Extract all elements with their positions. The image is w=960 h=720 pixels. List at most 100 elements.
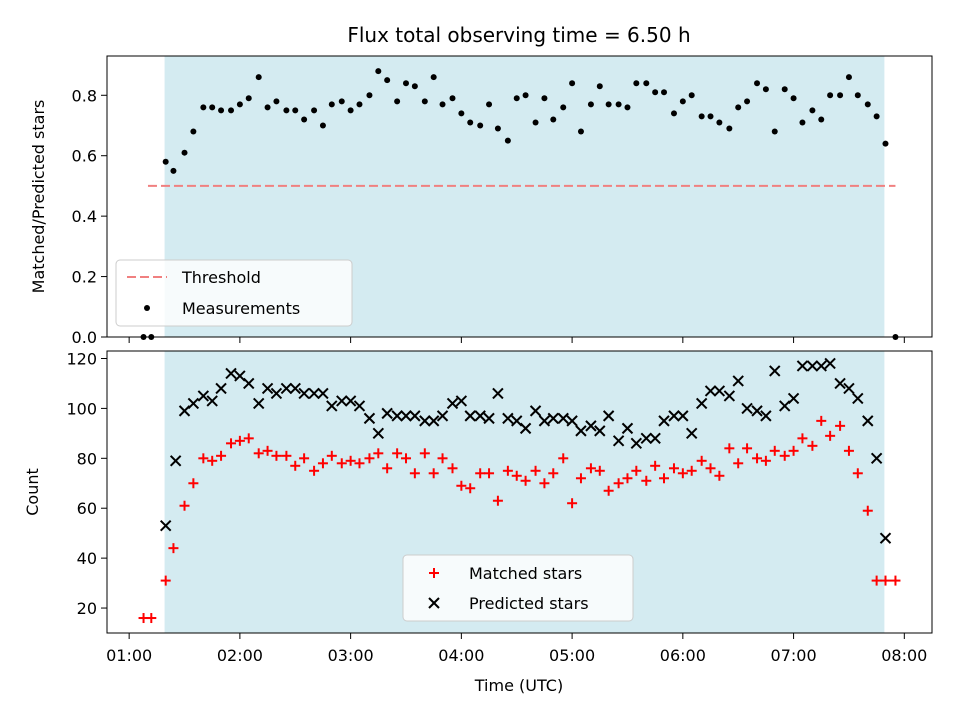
predicted-star-point bbox=[225, 367, 237, 380]
predicted-star-point bbox=[391, 410, 403, 422]
matched-star-point bbox=[400, 453, 411, 464]
matched-star-point bbox=[659, 473, 670, 484]
measurement-point bbox=[218, 107, 225, 114]
predicted-star-point bbox=[400, 410, 412, 422]
matched-star-point bbox=[364, 453, 375, 464]
measurement-point bbox=[864, 101, 871, 108]
predicted-star-point bbox=[695, 397, 708, 410]
measurement-point bbox=[356, 101, 363, 108]
matched-star-point bbox=[696, 455, 707, 466]
matched-star-point bbox=[309, 465, 320, 476]
x-axis-ticks bbox=[128, 337, 905, 343]
matched-star-point bbox=[686, 465, 697, 476]
measurement-point bbox=[854, 92, 861, 99]
ratio-panel: 0.00.20.40.60.8 Matched/Predicted stars … bbox=[29, 55, 933, 347]
predicted-star-point bbox=[483, 412, 495, 425]
count-legend: Matched stars Predicted stars bbox=[402, 554, 634, 622]
matched-star-point bbox=[345, 455, 356, 466]
predicted-star-point bbox=[585, 420, 597, 432]
matched-star-point bbox=[539, 478, 550, 489]
measurement-point bbox=[790, 95, 797, 102]
matched-star-point bbox=[575, 473, 586, 484]
matched-star-point bbox=[262, 445, 273, 456]
predicted-star-point bbox=[769, 365, 781, 377]
predicted-star-point bbox=[538, 415, 551, 427]
measurement-point bbox=[458, 110, 465, 117]
matched-star-point bbox=[160, 575, 171, 586]
predicted-star-point bbox=[206, 395, 218, 407]
matched-star-point bbox=[382, 463, 393, 474]
matched-star-point bbox=[354, 458, 365, 469]
matched-star-point bbox=[558, 453, 569, 464]
measurement-point bbox=[799, 119, 806, 126]
matched-star-point bbox=[234, 435, 245, 446]
matched-star-point bbox=[752, 453, 763, 464]
matched-star-point bbox=[428, 468, 439, 479]
matched-star-point bbox=[797, 433, 808, 444]
predicted-star-point bbox=[363, 412, 376, 425]
measurement-point bbox=[236, 101, 243, 108]
predicted-star-point bbox=[419, 415, 431, 427]
measurement-point bbox=[301, 116, 308, 123]
predicted-star-point bbox=[280, 382, 293, 395]
predicted-star-point bbox=[336, 395, 348, 407]
predicted-star-point bbox=[455, 395, 468, 407]
predicted-star-point bbox=[197, 390, 210, 402]
measurement-point bbox=[771, 128, 778, 135]
measurement-point bbox=[264, 104, 271, 111]
predicted-star-point bbox=[704, 385, 717, 397]
matched-star-point bbox=[631, 465, 642, 476]
predicted-star-point bbox=[870, 452, 883, 465]
matched-star-point bbox=[862, 505, 873, 516]
matched-star-point bbox=[290, 460, 301, 471]
measurement-point bbox=[587, 101, 594, 108]
predicted-star-point bbox=[547, 412, 559, 425]
measurement-point bbox=[449, 95, 456, 102]
predicted-star-point bbox=[474, 410, 486, 422]
matched-star-point bbox=[511, 470, 522, 481]
legend-matched-label: Matched stars bbox=[469, 564, 582, 583]
y-tick-label: 0.8 bbox=[72, 86, 97, 105]
predicted-star-point bbox=[298, 387, 310, 400]
measurement-point bbox=[421, 98, 428, 105]
matched-star-point bbox=[437, 453, 448, 464]
matched-star-point bbox=[567, 498, 578, 509]
matched-star-point bbox=[179, 500, 190, 511]
measurement-point bbox=[384, 77, 391, 84]
measurement-point bbox=[394, 98, 401, 105]
measurement-point bbox=[328, 101, 335, 108]
predicted-star-point bbox=[519, 422, 532, 435]
measurement-point bbox=[652, 89, 659, 96]
matched-star-point bbox=[520, 475, 531, 486]
measurement-point bbox=[827, 92, 834, 99]
matched-star-point bbox=[447, 463, 458, 474]
measurement-point bbox=[273, 98, 280, 105]
measurement-point bbox=[560, 104, 567, 111]
measurement-point bbox=[366, 92, 373, 99]
matched-star-point bbox=[871, 575, 882, 586]
y-axis-label: Count bbox=[23, 468, 42, 516]
measurement-point bbox=[873, 113, 880, 120]
matched-star-point bbox=[852, 468, 863, 479]
predicted-star-point bbox=[879, 532, 892, 544]
matched-star-point bbox=[271, 450, 282, 461]
measurement-point bbox=[477, 122, 484, 129]
measurement-point bbox=[818, 116, 825, 123]
predicted-star-point bbox=[409, 410, 421, 422]
predicted-star-point bbox=[353, 400, 366, 412]
predicted-star-point bbox=[732, 375, 744, 387]
matched-star-point bbox=[650, 460, 661, 471]
measurement-point bbox=[283, 107, 290, 114]
x-axis-ticks: 01:00 02:00 03:00 04:00 05:00 06:00 07:00 08:00 bbox=[106, 633, 927, 665]
measurement-point bbox=[670, 110, 677, 117]
matched-star-point bbox=[326, 450, 337, 461]
matched-star-point bbox=[548, 468, 559, 479]
y-tick-label: 0.6 bbox=[72, 147, 97, 166]
measurement-point bbox=[292, 107, 299, 114]
x-tick-label: 01:00 bbox=[106, 646, 152, 665]
matched-star-point bbox=[281, 450, 292, 461]
legend-box bbox=[402, 554, 634, 622]
x-tick-label: 03:00 bbox=[328, 646, 374, 665]
matched-star-point bbox=[890, 575, 901, 586]
